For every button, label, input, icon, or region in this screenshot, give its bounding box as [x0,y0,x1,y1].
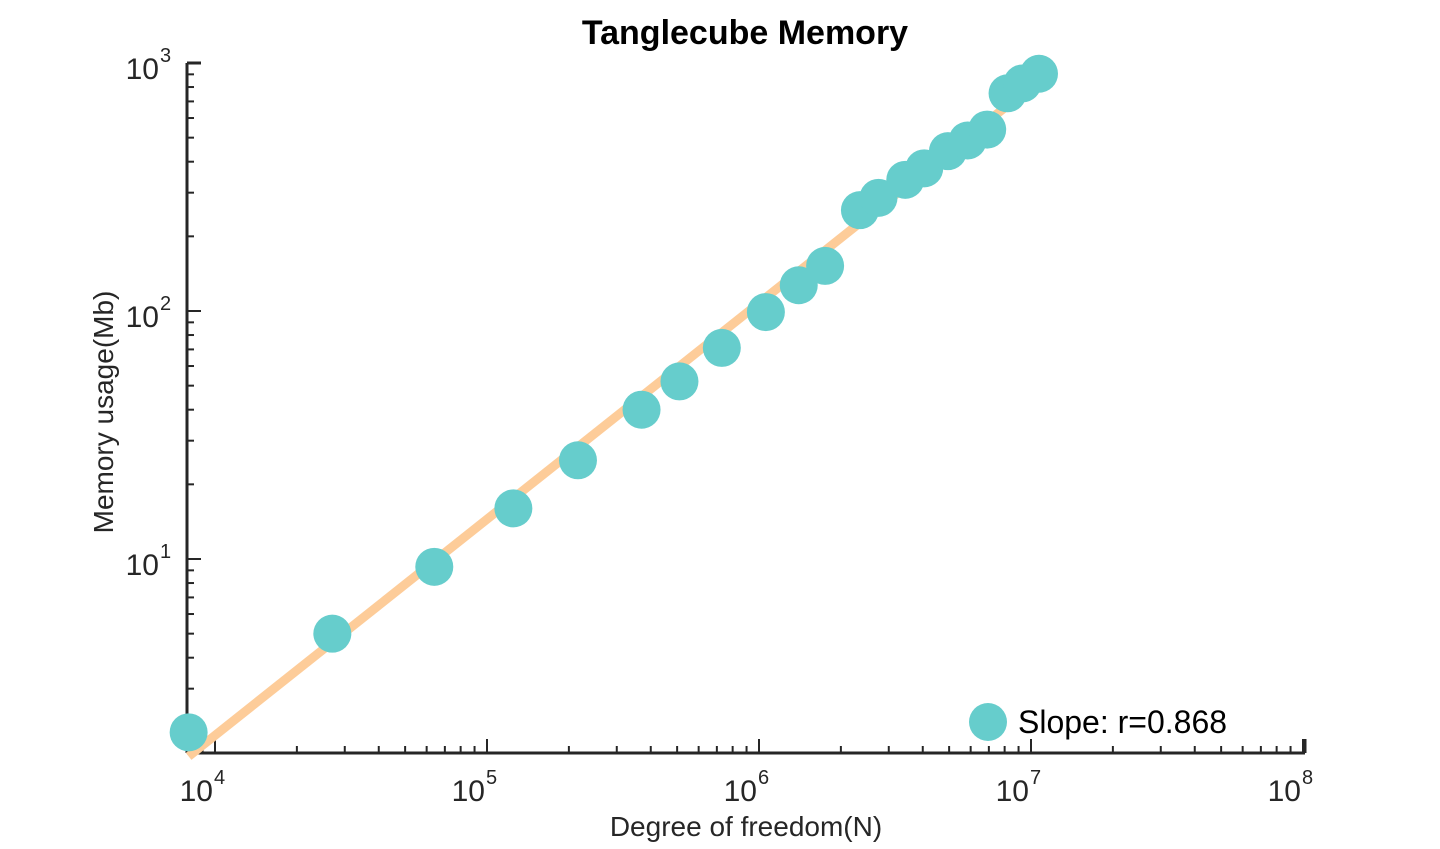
data-point [806,246,845,285]
x-tick-exponent: 4 [214,767,225,789]
x-tick-label: 10 [724,775,757,808]
y-tick-exponent: 2 [160,293,171,315]
data-point [660,362,699,401]
data-point [313,614,352,653]
x-tick-exponent: 7 [1030,767,1041,789]
axis-ticks [187,62,1304,753]
x-tick-exponent: 8 [1302,767,1313,789]
x-tick-label: 10 [1268,775,1301,808]
data-point [859,178,898,217]
data-marks [169,54,1058,760]
data-point [494,489,533,528]
data-point [702,328,741,367]
y-tick-exponent: 3 [160,45,171,67]
data-point [169,713,208,752]
legend: Slope: r=0.868 [969,703,1227,741]
legend-label: Slope: r=0.868 [1018,704,1227,740]
data-point [622,390,661,429]
data-point [415,547,454,586]
y-tick-label: 10 [126,53,159,86]
x-tick-exponent: 6 [758,767,769,789]
x-tick-exponent: 5 [486,767,497,789]
data-point [779,266,818,305]
data-point [746,293,785,332]
data-point [558,441,597,480]
y-tick-label: 10 [126,549,159,582]
tick-labels: 10 4 10 5 10 6 10 7 10 810 110 210 3 [126,45,1314,808]
y-axis-label: Memory usage(Mb) [88,291,119,534]
x-tick-label: 10 [996,775,1029,808]
y-tick-label: 10 [126,301,159,334]
legend-marker [969,703,1007,741]
data-point [1019,54,1058,93]
chart-title: Tanglecube Memory [582,14,908,52]
x-tick-label: 10 [452,775,485,808]
data-point [968,110,1007,149]
x-tick-label: 10 [180,775,213,808]
x-axis-label: Degree of freedom(N) [610,811,882,842]
y-tick-exponent: 1 [160,541,171,563]
axes [185,61,1307,755]
